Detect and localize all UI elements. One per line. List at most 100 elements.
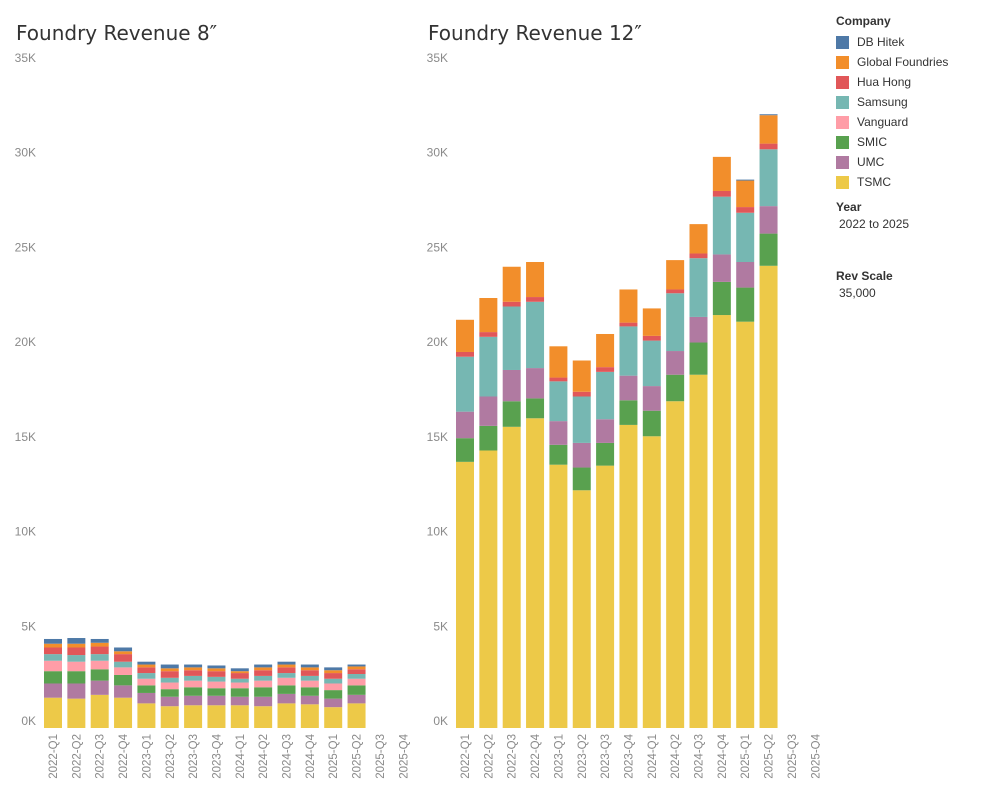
bar-segment-umc-2024-q1[interactable] [642,386,661,411]
bar-segment-global-foundries-2024-q4[interactable] [300,667,319,671]
bar-segment-samsung-2024-q3[interactable] [689,258,708,317]
bar-segment-umc-2022-q2[interactable] [479,396,498,426]
bar-segment-tsmc-2024-q2[interactable] [666,401,685,728]
bar-segment-samsung-2025-q2[interactable] [759,149,778,207]
bar-segment-hua-hong-2024-q4[interactable] [712,190,731,197]
bar-segment-smic-2022-q2[interactable] [479,425,498,451]
bar-segment-db-hitek-2024-q4[interactable] [300,664,319,668]
year-filter-value[interactable]: 2022 to 2025 [839,217,910,231]
bar-segment-samsung-2023-q2[interactable] [572,396,591,443]
bar-segment-umc-2023-q4[interactable] [207,695,226,706]
bar-segment-samsung-2022-q4[interactable] [114,661,133,668]
bar-segment-hua-hong-2025-q1[interactable] [324,673,343,679]
bar-segment-samsung-2025-q1[interactable] [324,678,343,684]
bar-segment-umc-2022-q1[interactable] [456,411,474,439]
bar-segment-smic-2022-q4[interactable] [114,674,133,686]
bar-segment-global-foundries-2022-q4[interactable] [526,262,545,298]
bar-segment-tsmc-2023-q4[interactable] [207,705,226,728]
bar-segment-global-foundries-2024-q1[interactable] [230,671,249,674]
bar-segment-db-hitek-2022-q3[interactable] [90,638,109,643]
bar-segment-umc-2022-q1[interactable] [44,683,62,698]
bar-segment-global-foundries-2022-q1[interactable] [44,643,62,648]
bar-segment-tsmc-2024-q4[interactable] [300,704,319,728]
bar-segment-vanguard-2024-q2[interactable] [254,680,273,688]
bar-segment-global-foundries-2023-q2[interactable] [572,360,591,392]
bar-segment-samsung-2022-q2[interactable] [479,336,498,397]
rev-scale-filter[interactable]: Rev Scale 35,000 [836,269,996,300]
bar-segment-smic-2024-q1[interactable] [642,410,661,437]
bar-segment-global-foundries-2023-q4[interactable] [619,289,638,323]
bar-segment-smic-2022-q4[interactable] [526,398,545,419]
bar-segment-umc-2024-q3[interactable] [689,316,708,343]
bar-segment-umc-2023-q3[interactable] [596,419,615,443]
bar-segment-hua-hong-2024-q2[interactable] [666,289,685,294]
bar-segment-global-foundries-2024-q2[interactable] [254,667,273,671]
bar-segment-db-hitek-2024-q1[interactable] [230,668,249,672]
bar-segment-tsmc-2025-q2[interactable] [759,265,778,728]
bar-segment-db-hitek-2022-q1[interactable] [44,638,62,644]
bar-segment-tsmc-2025-q1[interactable] [324,707,343,728]
bar-segment-tsmc-2022-q2[interactable] [67,698,86,728]
bar-segment-samsung-2025-q1[interactable] [736,212,755,263]
bar-segment-tsmc-2024-q3[interactable] [277,703,296,728]
bar-segment-smic-2022-q2[interactable] [67,671,86,684]
bar-segment-hua-hong-2025-q2[interactable] [759,143,778,150]
legend-item-umc[interactable]: UMC [836,152,996,172]
bar-segment-tsmc-2025-q2[interactable] [347,703,366,728]
bar-segment-smic-2024-q3[interactable] [689,342,708,375]
bar-segment-hua-hong-2023-q1[interactable] [549,377,568,382]
bar-segment-global-foundries-2022-q2[interactable] [67,643,86,648]
bar-segment-umc-2022-q4[interactable] [526,368,545,399]
bar-segment-samsung-2022-q3[interactable] [502,306,521,370]
bar-segment-vanguard-2025-q2[interactable] [347,678,366,686]
bar-segment-vanguard-2022-q3[interactable] [90,660,109,670]
bar-segment-samsung-2024-q3[interactable] [277,673,296,678]
rev-scale-filter-value[interactable]: 35,000 [839,286,876,300]
bar-segment-global-foundries-2025-q2[interactable] [759,115,778,144]
bar-segment-samsung-2024-q1[interactable] [642,340,661,387]
bar-segment-smic-2023-q3[interactable] [596,442,615,466]
bar-segment-umc-2023-q2[interactable] [572,442,591,468]
bar-segment-umc-2024-q2[interactable] [666,351,685,375]
bar-segment-global-foundries-2022-q3[interactable] [90,642,109,647]
bar-segment-samsung-2023-q4[interactable] [207,676,226,682]
bar-segment-smic-2023-q2[interactable] [160,689,179,697]
bar-segment-samsung-2024-q4[interactable] [300,675,319,681]
bar-segment-tsmc-2025-q1[interactable] [736,321,755,728]
bar-segment-umc-2022-q3[interactable] [502,369,521,402]
bar-segment-tsmc-2023-q1[interactable] [549,464,568,728]
bar-segment-db-hitek-2022-q2[interactable] [67,638,86,644]
bar-segment-umc-2024-q4[interactable] [300,695,319,705]
bar-segment-db-hitek-2025-q1[interactable] [736,179,755,181]
bar-segment-smic-2023-q1[interactable] [137,685,156,693]
bar-segment-samsung-2023-q2[interactable] [160,677,179,683]
legend-item-hua-hong[interactable]: Hua Hong [836,72,996,92]
bar-segment-samsung-2025-q2[interactable] [347,674,366,679]
bar-segment-tsmc-2024-q3[interactable] [689,374,708,728]
bar-segment-samsung-2023-q1[interactable] [549,381,568,422]
bar-segment-hua-hong-2022-q4[interactable] [114,654,133,662]
bar-segment-hua-hong-2022-q3[interactable] [90,646,109,655]
bar-segment-vanguard-2024-q3[interactable] [277,677,296,686]
bar-segment-global-foundries-2025-q1[interactable] [324,670,343,674]
bar-segment-tsmc-2022-q3[interactable] [90,694,109,728]
bar-segment-hua-hong-2022-q3[interactable] [502,301,521,307]
bar-segment-hua-hong-2022-q2[interactable] [479,332,498,337]
bar-segment-db-hitek-2024-q2[interactable] [254,664,273,668]
bar-segment-samsung-2024-q1[interactable] [230,678,249,683]
bar-segment-tsmc-2023-q1[interactable] [137,703,156,728]
bar-segment-global-foundries-2023-q1[interactable] [549,346,568,378]
bar-segment-hua-hong-2023-q3[interactable] [596,367,615,372]
bar-segment-db-hitek-2025-q1[interactable] [324,667,343,671]
bar-segment-tsmc-2022-q1[interactable] [44,697,62,728]
bar-segment-tsmc-2022-q2[interactable] [479,450,498,728]
bar-segment-smic-2023-q4[interactable] [207,688,226,696]
bar-segment-smic-2025-q1[interactable] [736,287,755,322]
bar-segment-umc-2024-q3[interactable] [277,693,296,704]
bar-segment-db-hitek-2025-q2[interactable] [759,114,778,116]
bar-segment-global-foundries-2023-q4[interactable] [207,668,226,672]
legend-item-global-foundries[interactable]: Global Foundries [836,52,996,72]
bar-segment-samsung-2022-q1[interactable] [456,356,474,412]
bar-segment-hua-hong-2022-q1[interactable] [44,647,62,655]
bar-segment-umc-2024-q2[interactable] [254,696,273,707]
